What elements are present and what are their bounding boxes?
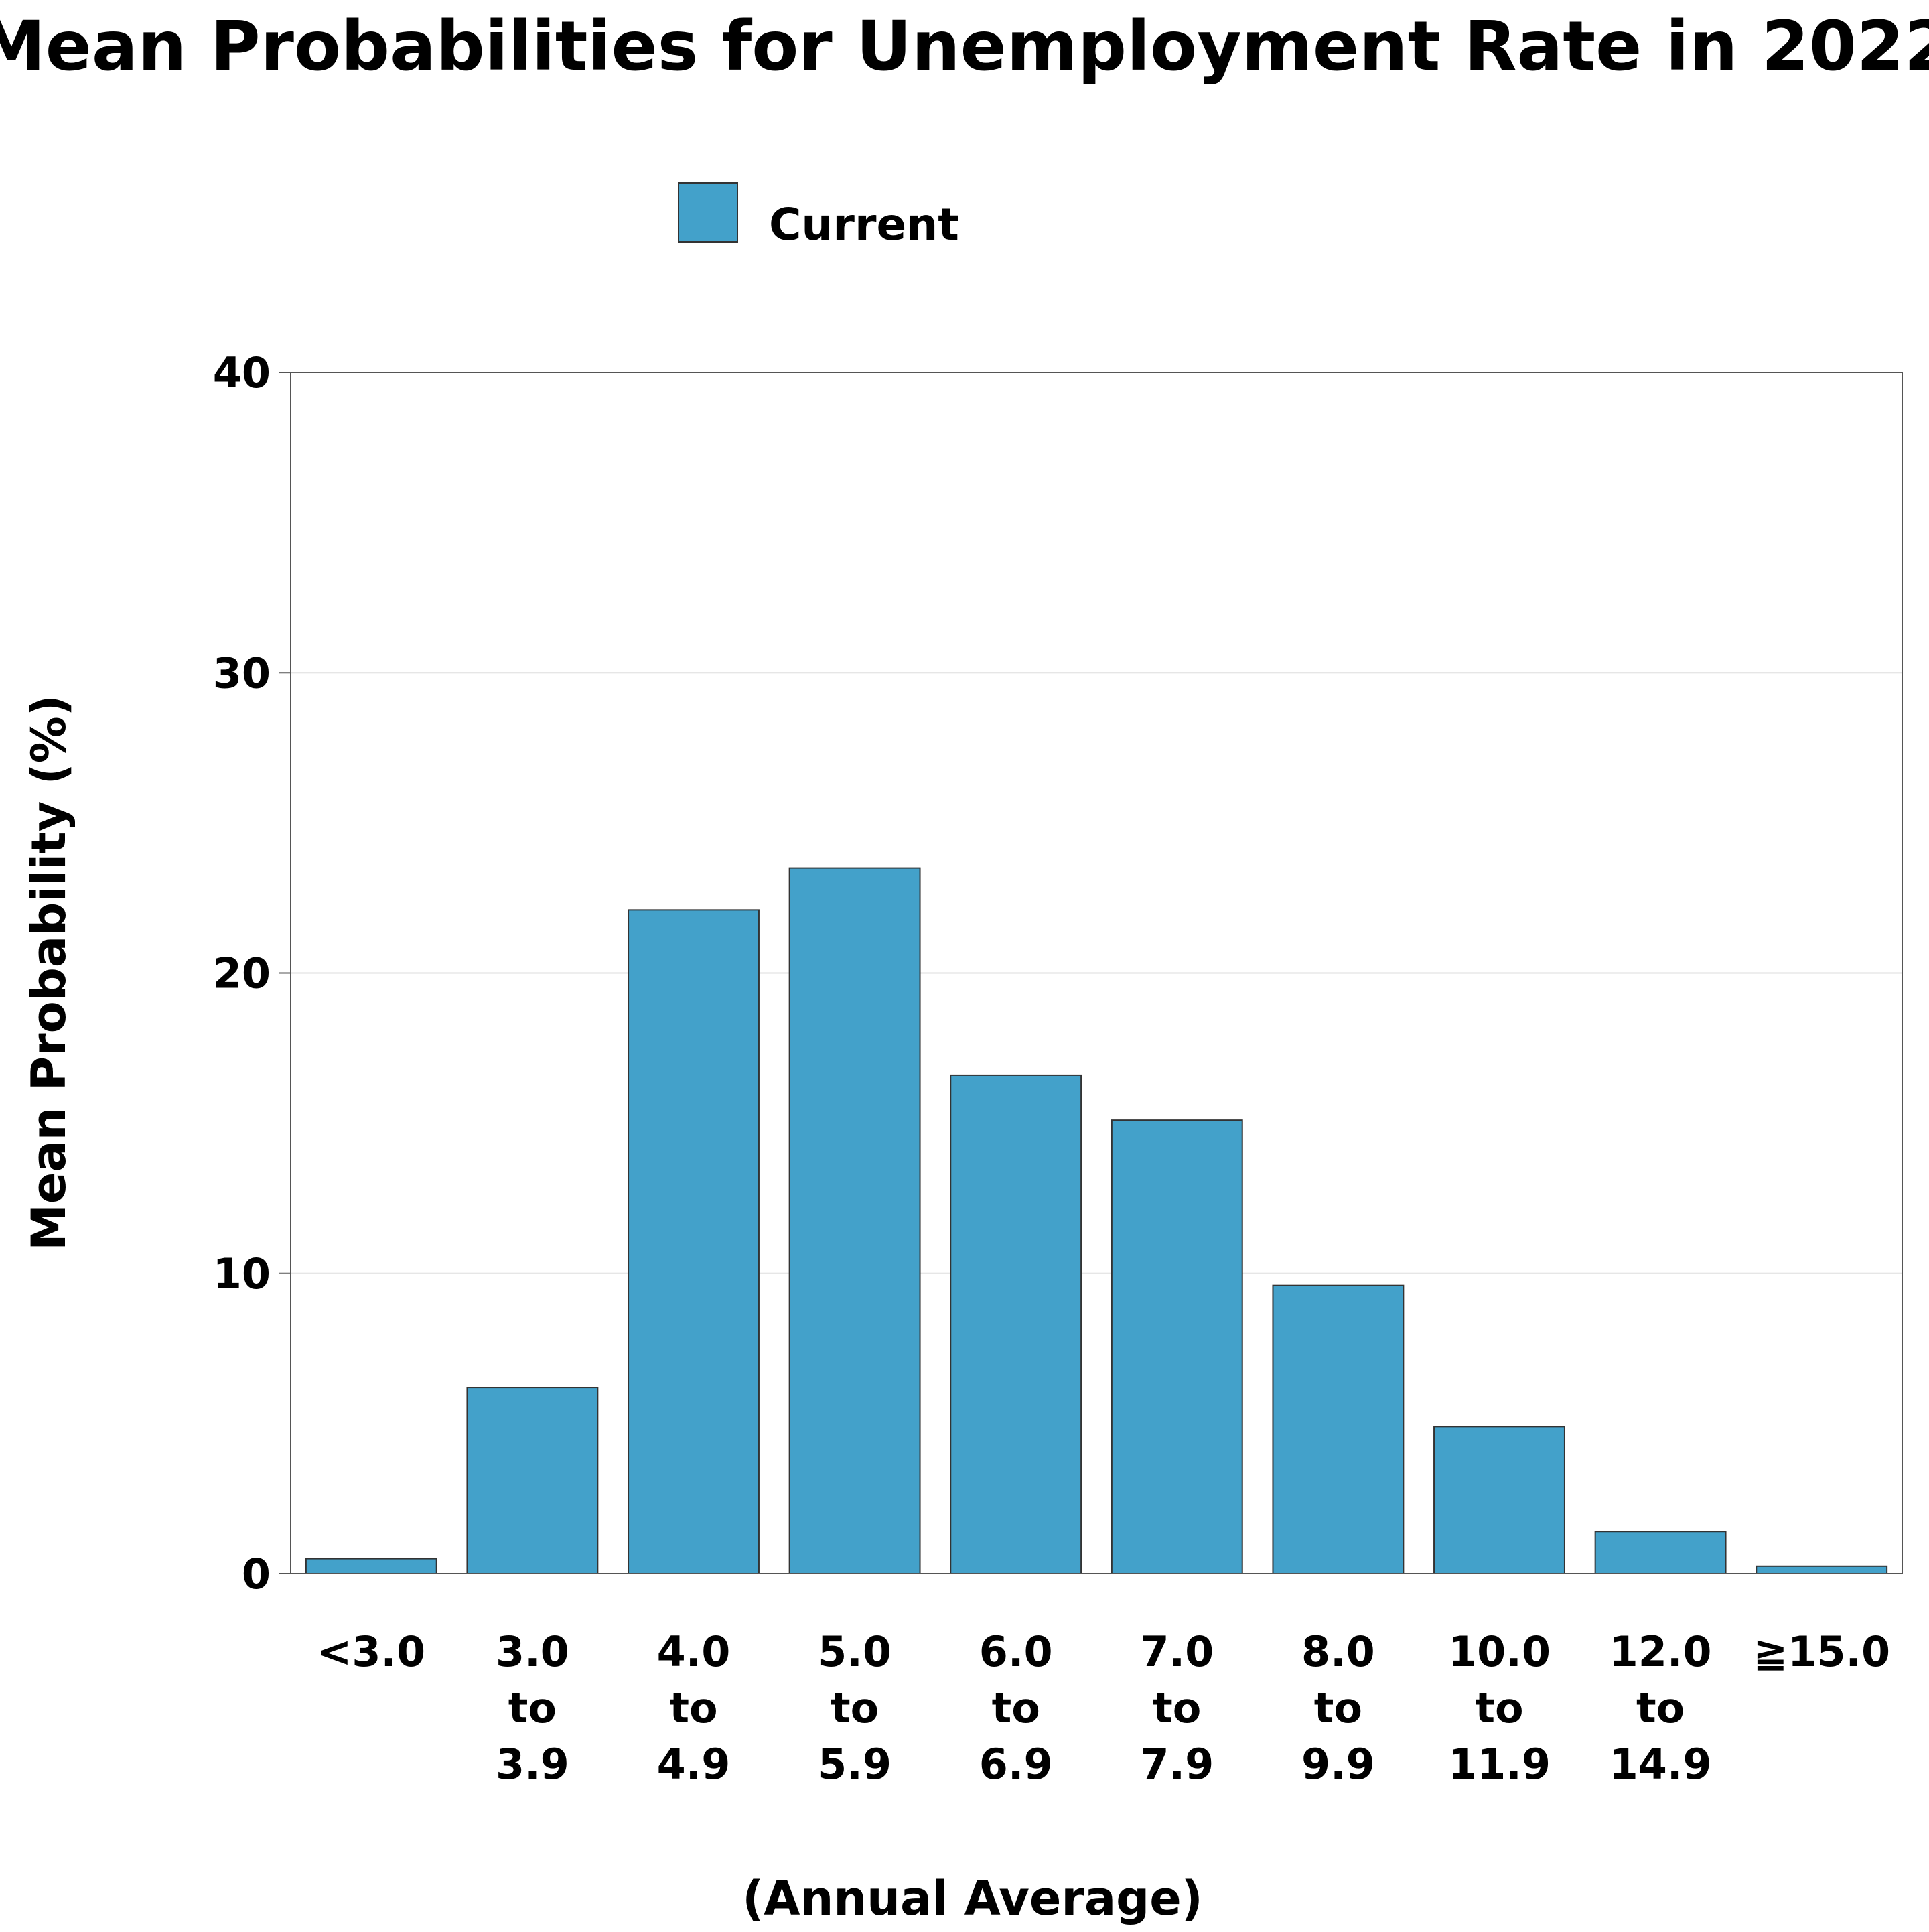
legend-swatch-current [678, 182, 738, 243]
y-tick-label: 20 [213, 949, 271, 998]
bar [1594, 1531, 1727, 1575]
x-axis-title: (Annual Average) [742, 1871, 1202, 1926]
x-tick-label: 3.9 [496, 1740, 569, 1789]
x-tick-label: 10.0 [1448, 1627, 1551, 1676]
bar [466, 1387, 599, 1574]
chart-title: Mean Probabilities for Unemployment Rate… [0, 7, 1929, 86]
legend-label-current: Current [769, 199, 959, 251]
x-tick-label: to [508, 1683, 557, 1732]
bar [628, 909, 760, 1575]
gridlines [291, 672, 1902, 1274]
x-tick-label: 3.0 [496, 1627, 569, 1676]
bar [305, 1558, 437, 1574]
x-tick-label: to [992, 1683, 1040, 1732]
x-axis: <3.0 3.0 to 3.9 4.0 to 4.9 5.0 to 5.9 6.0 to 6.9 7.0 t… [317, 1627, 1890, 1789]
x-tick-label: 7.0 [1140, 1627, 1214, 1676]
x-tick-label: 11.9 [1448, 1740, 1551, 1789]
y-tick-label: 30 [213, 648, 271, 697]
x-tick-label: to [669, 1683, 717, 1732]
bar [950, 1074, 1082, 1574]
x-tick-label: ≧15.0 [1753, 1627, 1890, 1676]
bar [1272, 1284, 1405, 1575]
x-tick-label: 7.9 [1140, 1740, 1214, 1789]
bar [788, 867, 921, 1574]
x-tick-label: 9.9 [1301, 1740, 1375, 1789]
x-tick-label: 6.9 [979, 1740, 1053, 1789]
legend: Current [678, 182, 959, 251]
y-tick-label: 0 [242, 1549, 271, 1598]
x-tick-label: to [1153, 1683, 1201, 1732]
x-tick-label: to [1636, 1683, 1685, 1732]
y-tick-label: 10 [213, 1249, 271, 1298]
y-tick-label: 40 [213, 348, 271, 397]
x-tick-label: 12.0 [1610, 1627, 1712, 1676]
x-tick-label: 6.0 [979, 1627, 1053, 1676]
y-axis-title: Mean Probability (%) [21, 695, 76, 1251]
x-tick-label: 5.0 [818, 1627, 891, 1676]
x-tick-label: 8.0 [1301, 1627, 1375, 1676]
x-tick-label: to [831, 1683, 879, 1732]
x-tick-label: 14.9 [1610, 1740, 1712, 1789]
bar [1111, 1119, 1243, 1574]
x-tick-label: to [1475, 1683, 1523, 1732]
x-tick-label: <3.0 [317, 1627, 425, 1676]
x-tick-label: 4.9 [657, 1740, 731, 1789]
x-tick-label: to [1314, 1683, 1362, 1732]
x-tick-label: 4.0 [657, 1627, 731, 1676]
bar [1756, 1565, 1888, 1574]
x-tick-label: 5.9 [818, 1740, 891, 1789]
y-axis: 0 10 20 30 40 [213, 348, 291, 1598]
bar [1433, 1426, 1565, 1574]
bars [305, 867, 1888, 1575]
